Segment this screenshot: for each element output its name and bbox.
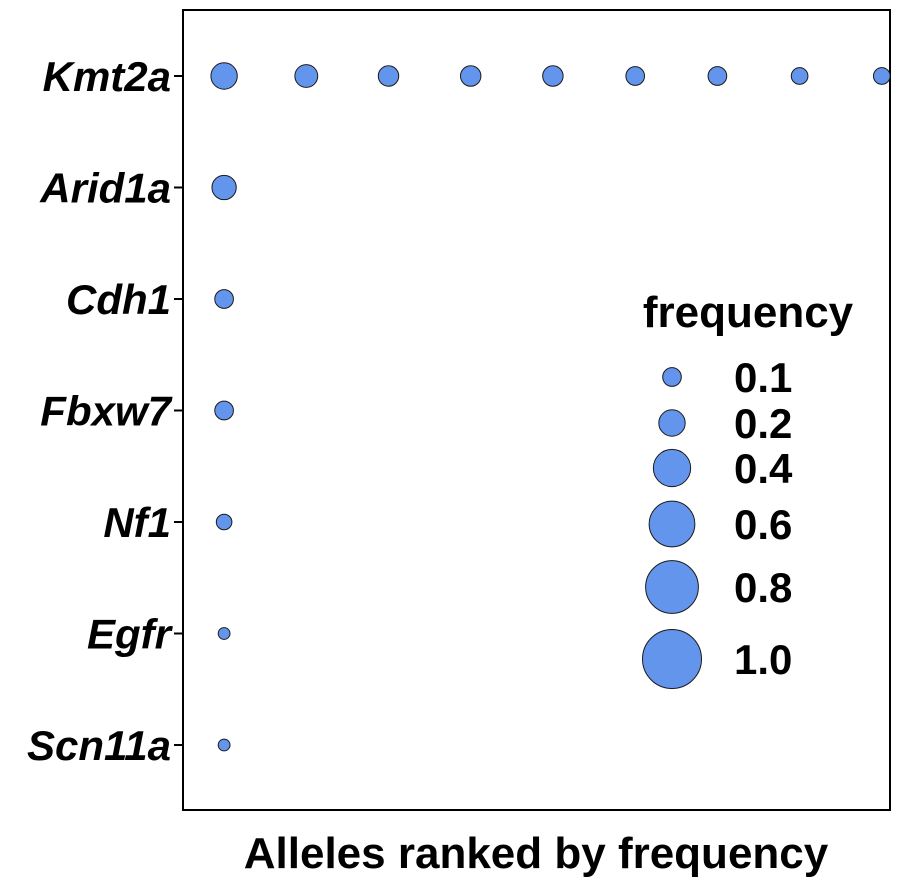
legend-label-0-6: 0.6 bbox=[734, 501, 792, 548]
legend-key-1-0 bbox=[642, 629, 702, 689]
y-tick-label-arid1a: Arid1a bbox=[39, 165, 171, 212]
y-tick-label-fbxw7: Fbxw7 bbox=[40, 388, 172, 435]
legend-label-0-2: 0.2 bbox=[734, 400, 792, 447]
y-tick-label-egfr: Egfr bbox=[87, 611, 174, 658]
point-scn11a-rank-1 bbox=[217, 738, 231, 752]
legend-key-0-8 bbox=[645, 560, 699, 614]
y-tick-label-kmt2a: Kmt2a bbox=[43, 53, 171, 100]
point-fbxw7-rank-1 bbox=[214, 400, 234, 421]
data-points bbox=[210, 62, 891, 752]
size-legend: frequency 0.10.20.4 0.6 0.8 1.0 bbox=[642, 288, 854, 689]
point-nf1-rank-1 bbox=[215, 513, 233, 531]
point-kmt2a-rank-9 bbox=[872, 67, 891, 85]
legend-label-0-1: 0.1 bbox=[734, 354, 792, 401]
legend-title: frequency bbox=[643, 288, 854, 337]
legend-label-0-4: 0.4 bbox=[734, 445, 793, 492]
legend-key-0-2 bbox=[658, 409, 686, 437]
x-axis-title: Alleles ranked by frequency bbox=[244, 829, 829, 878]
legend-label-1-0: 1.0 bbox=[734, 636, 792, 683]
point-kmt2a-rank-8 bbox=[790, 67, 809, 85]
point-kmt2a-rank-6 bbox=[625, 66, 646, 86]
y-tick-label-scn11a: Scn11a bbox=[27, 722, 171, 769]
point-kmt2a-rank-1 bbox=[210, 62, 238, 90]
point-kmt2a-rank-3 bbox=[377, 65, 400, 87]
legend-key-0-4 bbox=[652, 448, 692, 488]
y-tick-label-cdh1: Cdh1 bbox=[66, 276, 171, 323]
point-kmt2a-rank-7 bbox=[707, 66, 728, 86]
point-egfr-rank-1 bbox=[217, 627, 231, 640]
legend-key-0-1 bbox=[662, 367, 682, 387]
point-kmt2a-rank-5 bbox=[542, 65, 564, 87]
point-kmt2a-rank-2 bbox=[294, 64, 319, 88]
point-arid1a-rank-1 bbox=[211, 174, 237, 201]
point-cdh1-rank-1 bbox=[214, 289, 234, 309]
legend-label-0-8: 0.8 bbox=[734, 564, 792, 611]
y-tick-label-nf1: Nf1 bbox=[103, 499, 171, 546]
legend-key-0-6 bbox=[648, 500, 696, 548]
point-kmt2a-rank-4 bbox=[459, 65, 482, 87]
y-axis: Kmt2a Arid1a Cdh1 Fbxw7 Nf1 Egfr Scn11a bbox=[27, 53, 183, 769]
